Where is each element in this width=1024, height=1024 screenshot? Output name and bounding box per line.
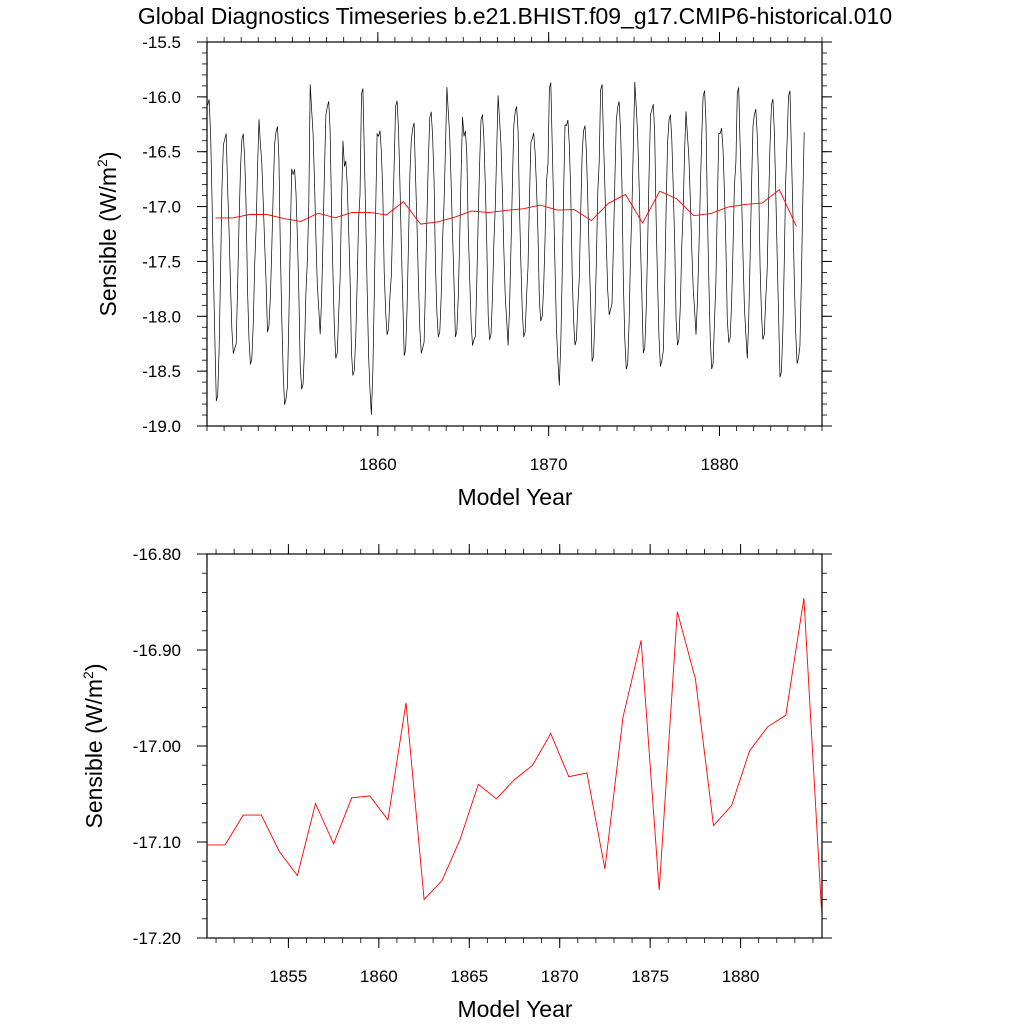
plot-frame-1 (206, 553, 823, 939)
figure-title: Global Diagnostics Timeseries b.e21.BHIS… (138, 3, 892, 29)
y-tick-label: -16.90 (133, 641, 181, 660)
x-tick-label: 1875 (631, 967, 669, 986)
top-panel: Model Year Sensible (W/m2) -15.5 -16.0 -16… (94, 32, 832, 510)
plot-frame-0 (206, 41, 823, 427)
x-tick-label: 1865 (450, 967, 488, 986)
y-tick-label: -15.5 (142, 33, 181, 52)
top-y-axis-label: Sensible (W/m2) (94, 151, 121, 316)
bottom-x-axis-label: Model Year (457, 996, 572, 1022)
x-tick-label: 1860 (360, 967, 398, 986)
y-tick-label: -17.0 (142, 198, 181, 217)
x-tick-label: 1880 (722, 967, 760, 986)
y-tick-label: -16.0 (142, 88, 181, 107)
x-tick-label: 1870 (530, 455, 568, 474)
monthly-series-line (207, 81, 805, 415)
x-tick-label: 1880 (701, 455, 739, 474)
y-tick-label: -19.0 (142, 417, 181, 436)
y-tick-label: -16.5 (142, 143, 181, 162)
y-tick-label: -17.5 (142, 252, 181, 271)
y-tick-label: -17.20 (133, 929, 181, 948)
bottom-y-axis-label: Sensible (W/m2) (80, 663, 107, 828)
top-x-axis-label: Model Year (457, 484, 572, 510)
x-tick-label: 1870 (541, 967, 579, 986)
y-tick-label: -18.0 (142, 307, 181, 326)
y-tick-label: -17.00 (133, 737, 181, 756)
annual-mean-line (215, 188, 797, 227)
x-tick-label: 1860 (359, 455, 397, 474)
bottom-panel: Model Year Sensible (W/m2) -16.80 -16.90 -… (80, 544, 832, 1022)
annual-mean-line (207, 598, 822, 919)
y-tick-label: -16.80 (133, 545, 181, 564)
x-tick-label: 1855 (269, 967, 307, 986)
y-tick-label: -18.5 (142, 362, 181, 381)
y-tick-label: -17.10 (133, 833, 181, 852)
